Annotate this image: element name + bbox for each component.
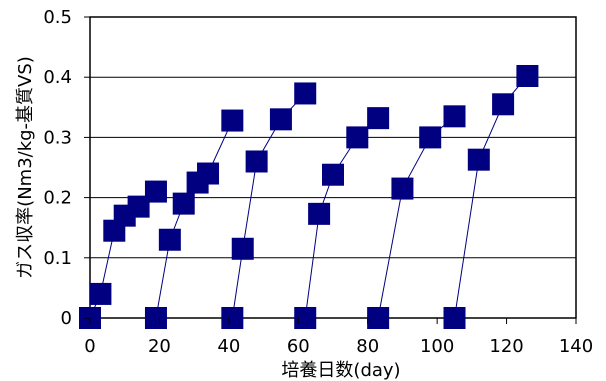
y-tick-label: 0.2 — [43, 188, 72, 209]
y-tick-label: 0.5 — [43, 7, 72, 28]
gridlines — [90, 76, 576, 259]
data-series — [79, 64, 539, 329]
data-point — [269, 108, 292, 131]
series-line — [454, 75, 528, 319]
y-tick-label: 0.1 — [43, 248, 72, 269]
data-point — [172, 192, 195, 215]
data-point — [294, 82, 317, 105]
data-point — [443, 307, 466, 329]
data-point — [367, 307, 390, 329]
series-line — [377, 115, 455, 319]
x-tick-label: 140 — [559, 336, 593, 357]
data-point — [492, 93, 515, 116]
data-point — [346, 126, 369, 149]
x-tick-label: 100 — [420, 336, 454, 357]
data-point — [467, 148, 490, 171]
data-point — [197, 162, 220, 185]
plot-area — [89, 16, 577, 319]
data-point — [294, 307, 317, 329]
data-point — [322, 163, 344, 186]
x-tick-label: 0 — [84, 336, 95, 357]
data-point — [443, 105, 466, 128]
data-point — [221, 109, 244, 132]
y-tick-label: 0.3 — [43, 127, 72, 148]
x-tick-label: 80 — [356, 336, 379, 357]
y-axis-title: ガス収率(Nm3/kg-基質VS) — [15, 56, 36, 279]
x-tick-label: 120 — [489, 336, 523, 357]
data-point — [127, 195, 150, 218]
x-tick-label: 60 — [287, 336, 310, 357]
series-line — [155, 120, 233, 319]
data-point — [245, 150, 268, 173]
data-point — [391, 177, 414, 200]
y-tick-label: 0.4 — [43, 67, 72, 88]
y-tick-label: 0 — [61, 308, 72, 329]
data-point — [516, 64, 539, 87]
x-tick-label: 20 — [148, 336, 171, 357]
axis-ticks: 0 0.1 0.2 0.3 0.4 0.5 0 20 40 60 80 100 120 140 — [43, 7, 593, 357]
data-point — [144, 307, 167, 329]
data-point — [367, 107, 390, 130]
data-point — [158, 228, 181, 251]
data-point — [419, 126, 442, 149]
data-point — [221, 307, 244, 329]
x-axis-title: 培養日数(day) — [281, 360, 400, 381]
data-point — [89, 282, 112, 305]
data-point — [308, 202, 331, 225]
data-point — [231, 237, 254, 260]
data-point — [144, 180, 167, 203]
x-tick-label: 40 — [217, 336, 240, 357]
